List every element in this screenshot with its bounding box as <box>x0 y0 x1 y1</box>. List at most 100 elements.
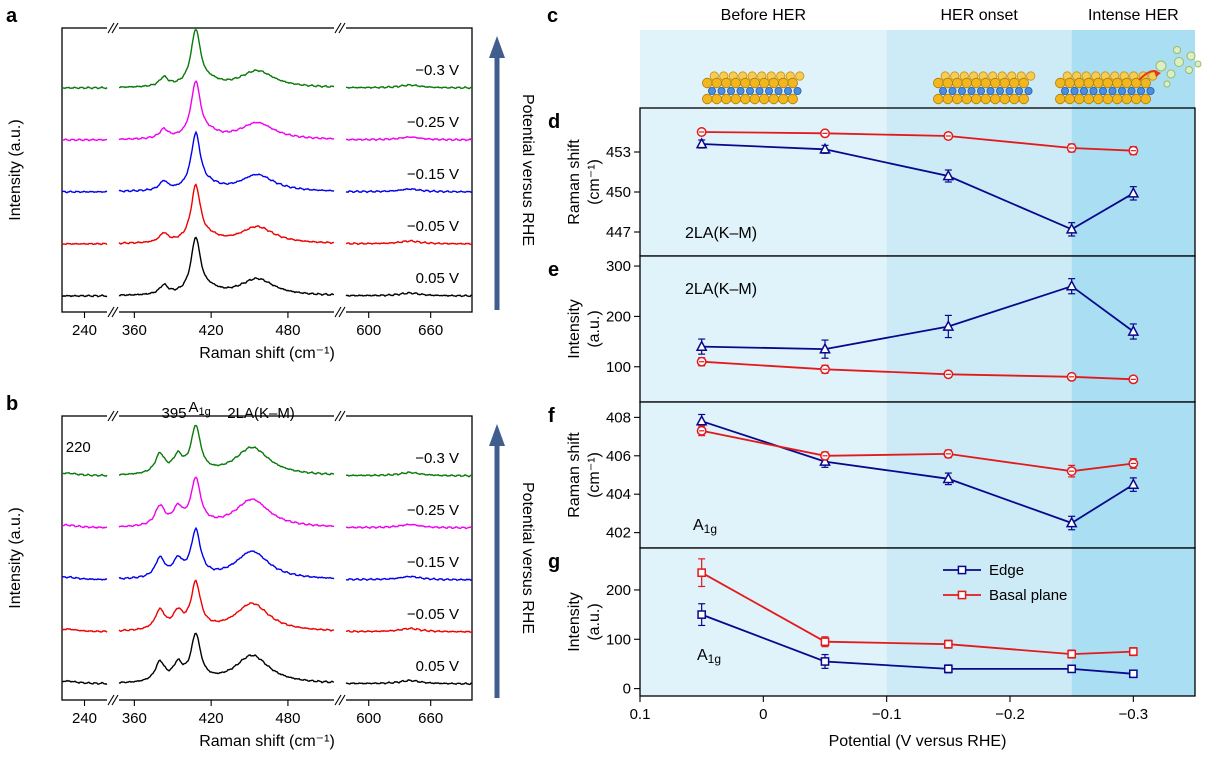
x-tick-label: 360 <box>122 322 147 339</box>
x-axis-title: Potential (V versus RHE) <box>829 733 1007 750</box>
square-marker <box>943 639 953 649</box>
y-axis-title: Raman shift <box>566 139 583 225</box>
square-marker <box>1128 669 1138 679</box>
x-tick-label: 480 <box>275 710 300 727</box>
plot-frame-g <box>639 547 1196 697</box>
potential-curve-label: −0.25 V <box>407 114 459 131</box>
peak-label: 395 <box>162 405 187 422</box>
y-tick-label: 100 <box>606 359 631 376</box>
y-axis-title: Intensity (a.u.) <box>7 119 24 220</box>
x-tick-label: 420 <box>199 710 224 727</box>
y-tick-label: 408 <box>606 409 631 426</box>
h2-bubble <box>1194 60 1202 68</box>
h2-bubble <box>1173 46 1181 54</box>
potential-curve-label: −0.15 V <box>407 166 459 183</box>
x-axis-title: Raman shift (cm⁻¹) <box>199 733 335 750</box>
square-marker <box>957 565 967 575</box>
her-stage-band <box>640 108 887 256</box>
square-marker <box>1067 649 1077 659</box>
left-column: a 240 360 420 480 600 660 0.05 V −0.05 V −0.15 V −… <box>0 0 545 777</box>
spectrum-curve-0 <box>61 632 472 686</box>
plot-frame <box>61 415 473 701</box>
x-tick-label: 240 <box>72 710 97 727</box>
spectrum-curve-2 <box>61 526 473 582</box>
triangle-marker <box>695 137 708 149</box>
spectrum-curve-3 <box>61 476 473 530</box>
mode-annotation: A1g <box>693 517 717 536</box>
potential-curve-label: −0.05 V <box>407 218 459 235</box>
potential-curve-label: −0.3 V <box>415 62 459 79</box>
her-stage-label: Intense HER <box>1088 7 1179 24</box>
x-tick-label: 660 <box>418 322 443 339</box>
potential-curve-label: −0.3 V <box>415 450 459 467</box>
peak-label: A1g <box>188 399 210 418</box>
panel-label-f: f <box>548 405 555 427</box>
y-tick-label: 300 <box>606 258 631 275</box>
axis-break <box>107 696 119 704</box>
panel-a-basal-spectra: a 240 360 420 480 600 660 0.05 V −0.05 V −0.15 V −… <box>6 5 536 362</box>
potential-curve-label: −0.25 V <box>407 502 459 519</box>
mode-annotation: A1g <box>697 647 721 666</box>
square-marker <box>1067 664 1077 674</box>
x-tick-label: −0.3 <box>1119 706 1149 723</box>
y-tick-label: 450 <box>606 184 631 201</box>
y-tick-label: 453 <box>606 144 631 161</box>
her-stage-label: HER onset <box>940 7 1018 24</box>
triangle-marker <box>942 319 955 331</box>
right-panels-c-d-e-f-g: c Before HER HER onset Intense HER 447 450 453… <box>547 5 1202 750</box>
triangle-marker <box>819 342 831 354</box>
x-tick-label: 660 <box>418 710 443 727</box>
y-axis-title: Intensity (a.u.) <box>7 507 24 608</box>
spectrum-curve-4 <box>61 28 473 90</box>
potential-curve-label: −0.15 V <box>407 554 459 571</box>
her-stage-band <box>1071 402 1195 548</box>
spectrum-curve-2 <box>61 130 473 194</box>
axis-break <box>334 696 346 704</box>
x-tick-label: 360 <box>122 710 147 727</box>
her-arrow-head <box>1154 70 1161 77</box>
triangle-marker <box>819 142 831 154</box>
spectrum-curve-1 <box>61 579 473 634</box>
h2-bubble <box>1163 80 1171 88</box>
panel-label-g: g <box>548 551 560 573</box>
her-stage-band <box>640 402 887 548</box>
triangle-marker <box>1127 478 1140 489</box>
triangle-marker <box>1065 222 1078 234</box>
spectrum-curve-4 <box>61 424 473 478</box>
square-marker <box>820 657 830 666</box>
h2-bubble <box>1186 51 1196 61</box>
potential-arrow-head <box>489 424 505 446</box>
triangle-marker <box>1127 186 1140 198</box>
x-tick-label: −0.1 <box>872 706 902 723</box>
triangle-marker <box>819 454 831 466</box>
axis-break <box>334 412 346 420</box>
triangle-marker <box>942 472 955 484</box>
triangle-marker <box>695 340 708 351</box>
y-axis-title: Intensity <box>566 299 583 359</box>
x-tick-label: 240 <box>72 322 97 339</box>
her-stage-band <box>886 402 1072 548</box>
y-tick-label: 406 <box>606 448 631 465</box>
y-tick-label: 200 <box>606 582 631 599</box>
triangle-marker <box>1127 324 1140 336</box>
h2-bubble <box>1174 57 1184 67</box>
y-tick-label: 404 <box>606 486 631 503</box>
square-marker <box>957 590 967 600</box>
y-tick-label: 402 <box>606 525 631 542</box>
axis-break <box>107 412 119 420</box>
plot-frame <box>61 27 473 313</box>
y-axis-title-units: (a.u.) <box>586 603 603 640</box>
panel-label-e: e <box>548 259 559 281</box>
square-marker <box>697 610 707 619</box>
x-tick-label: 480 <box>275 322 300 339</box>
y-tick-label: 200 <box>606 308 631 325</box>
y-axis-title-units: (cm⁻¹) <box>586 159 603 205</box>
spectrum-curve-1 <box>61 183 473 246</box>
legend-label-basal-plane: Basal plane <box>989 587 1067 604</box>
x-tick-label: −0.2 <box>995 706 1025 723</box>
x-tick-label: 0.1 <box>630 706 651 723</box>
crystal-slab <box>933 71 1036 105</box>
her-stage-band <box>886 256 1072 402</box>
potential-curve-label: 0.05 V <box>416 658 459 675</box>
